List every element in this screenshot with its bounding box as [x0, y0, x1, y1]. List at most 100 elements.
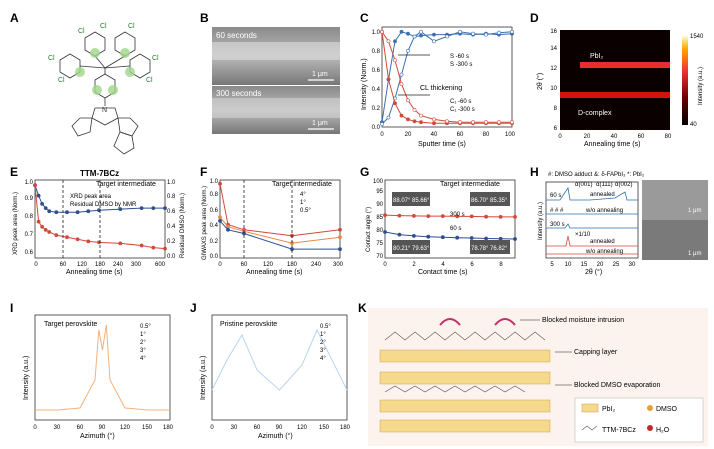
data-point [412, 119, 417, 124]
data-point [432, 121, 436, 126]
y-tick: 0.6 [25, 250, 34, 256]
capping-molecules [384, 331, 546, 393]
sem-image-top [642, 180, 708, 220]
panel-i: I Target perovskite 0.5° 1° 2° 3° 4° Azi… [10, 301, 174, 440]
cl-label: Cl [128, 23, 135, 30]
pbi2-swatch [581, 403, 599, 413]
x-tick: 300 [131, 262, 142, 268]
y-tick: 16 [550, 29, 557, 35]
x-tick: 60 [77, 425, 84, 431]
panel-d: D PbI₂ D-complex 1540 40 Intensity (a.u.… [530, 11, 704, 148]
label-dcomplex: D-complex [578, 110, 612, 117]
cl-label: Cl [48, 55, 55, 62]
data-point [440, 235, 445, 240]
y-tick: 0.2 [372, 106, 381, 112]
y-tick: 0.9 [25, 196, 34, 202]
x-tick: 10 [565, 262, 572, 268]
data-point [218, 215, 222, 220]
data-point [497, 120, 501, 125]
y-tick: 75 [376, 241, 383, 247]
y-tick: 90 [376, 202, 383, 208]
data-point [380, 122, 384, 127]
y-tick: 95 [376, 189, 383, 195]
colorbar-label: Intensity (a.u.) [698, 67, 704, 105]
data-point [338, 247, 342, 252]
data-point [338, 235, 342, 240]
data-point [163, 246, 167, 251]
label-pbi2: PbI₂ [590, 53, 604, 60]
heatmap [560, 30, 670, 130]
colorbar [682, 35, 688, 125]
contact-angle-value: 85.66° [412, 198, 430, 204]
y-tick: 0.0 [372, 125, 381, 131]
x-tick: 0 [380, 132, 384, 138]
pattern-label: annealed [590, 192, 615, 198]
label-capping: Capping layer [574, 349, 618, 356]
x-tick: 240 [311, 262, 322, 268]
label-dmso: Blocked DMSO evaporation [574, 382, 660, 389]
data-point [65, 235, 69, 240]
plot-title: Pristine perovskite [220, 321, 277, 328]
plot-c-series [380, 29, 514, 127]
series-line [384, 214, 515, 218]
y-axis-label: 2θ (°) [536, 73, 544, 90]
data-point [469, 236, 474, 240]
x-axis-label: Azimuth (°) [258, 432, 293, 440]
x-tick: 30 [629, 262, 636, 268]
label-moisture: Blocked moisture intrusion [542, 317, 624, 324]
data-point [399, 29, 404, 34]
colorbar-max: 1540 [690, 34, 704, 40]
y-axis-label-right: Residual DMSO (Norm.) [180, 193, 186, 258]
scale-bar-label: 1 μm [312, 71, 328, 78]
xrd-patterns [546, 186, 638, 255]
y-tick: 0.8 [372, 49, 381, 55]
cl-label: Cl [58, 77, 65, 84]
x-tick: 40 [611, 134, 618, 140]
x-tick: 120 [297, 425, 308, 431]
x-tick: 2 [412, 262, 416, 268]
data-point [440, 214, 445, 219]
y-tick-right: 1.0 [167, 180, 176, 186]
data-point [412, 108, 417, 112]
data-point [406, 48, 410, 53]
legend-item: TTM-7BCz [602, 427, 636, 434]
legend-item: 4° [300, 192, 306, 198]
data-point [445, 34, 449, 39]
sem-image-bottom [642, 220, 708, 260]
cl-label: Cl [152, 55, 159, 62]
x-tick: 240 [113, 262, 124, 268]
data-point [426, 234, 431, 239]
data-point [406, 98, 410, 103]
contact-angle-value: 88.07° [393, 198, 411, 204]
data-point [455, 235, 460, 240]
data-point [513, 237, 517, 241]
pattern-label: # # # [550, 208, 564, 214]
plot-title: #: DMSO adduct &: δ-FAPbI₃ *: PbI₂ [548, 172, 645, 178]
data-point [471, 31, 475, 36]
data-point [40, 224, 45, 229]
y-axis-label: Contact angle (°) [366, 207, 372, 252]
x-tick: 120 [120, 425, 131, 431]
plot-frame [545, 181, 639, 259]
data-point [397, 213, 402, 218]
x-tick: 40 [431, 132, 438, 138]
data-point [411, 233, 416, 238]
data-point [75, 237, 80, 242]
peak-label: α(111) [596, 182, 613, 188]
x-axis-label: Annealing time (s) [246, 269, 302, 276]
molecule-structure [59, 31, 151, 155]
x-tick: 180 [287, 262, 298, 268]
x-tick: 25 [613, 262, 620, 268]
y-tick: 10 [550, 86, 557, 92]
cl-label: Cl [100, 23, 107, 30]
pattern-label: w/o annealing [585, 249, 623, 255]
plot-title: Target intermediate [440, 181, 500, 188]
panel-letter-e: E [10, 165, 18, 179]
x-tick: 20 [405, 132, 412, 138]
pattern-label: 60 s [550, 193, 561, 199]
pattern-label: 300 s [550, 222, 565, 228]
x-tick: 90 [276, 425, 283, 431]
data-point [458, 29, 462, 34]
x-tick: 60 [241, 262, 248, 268]
